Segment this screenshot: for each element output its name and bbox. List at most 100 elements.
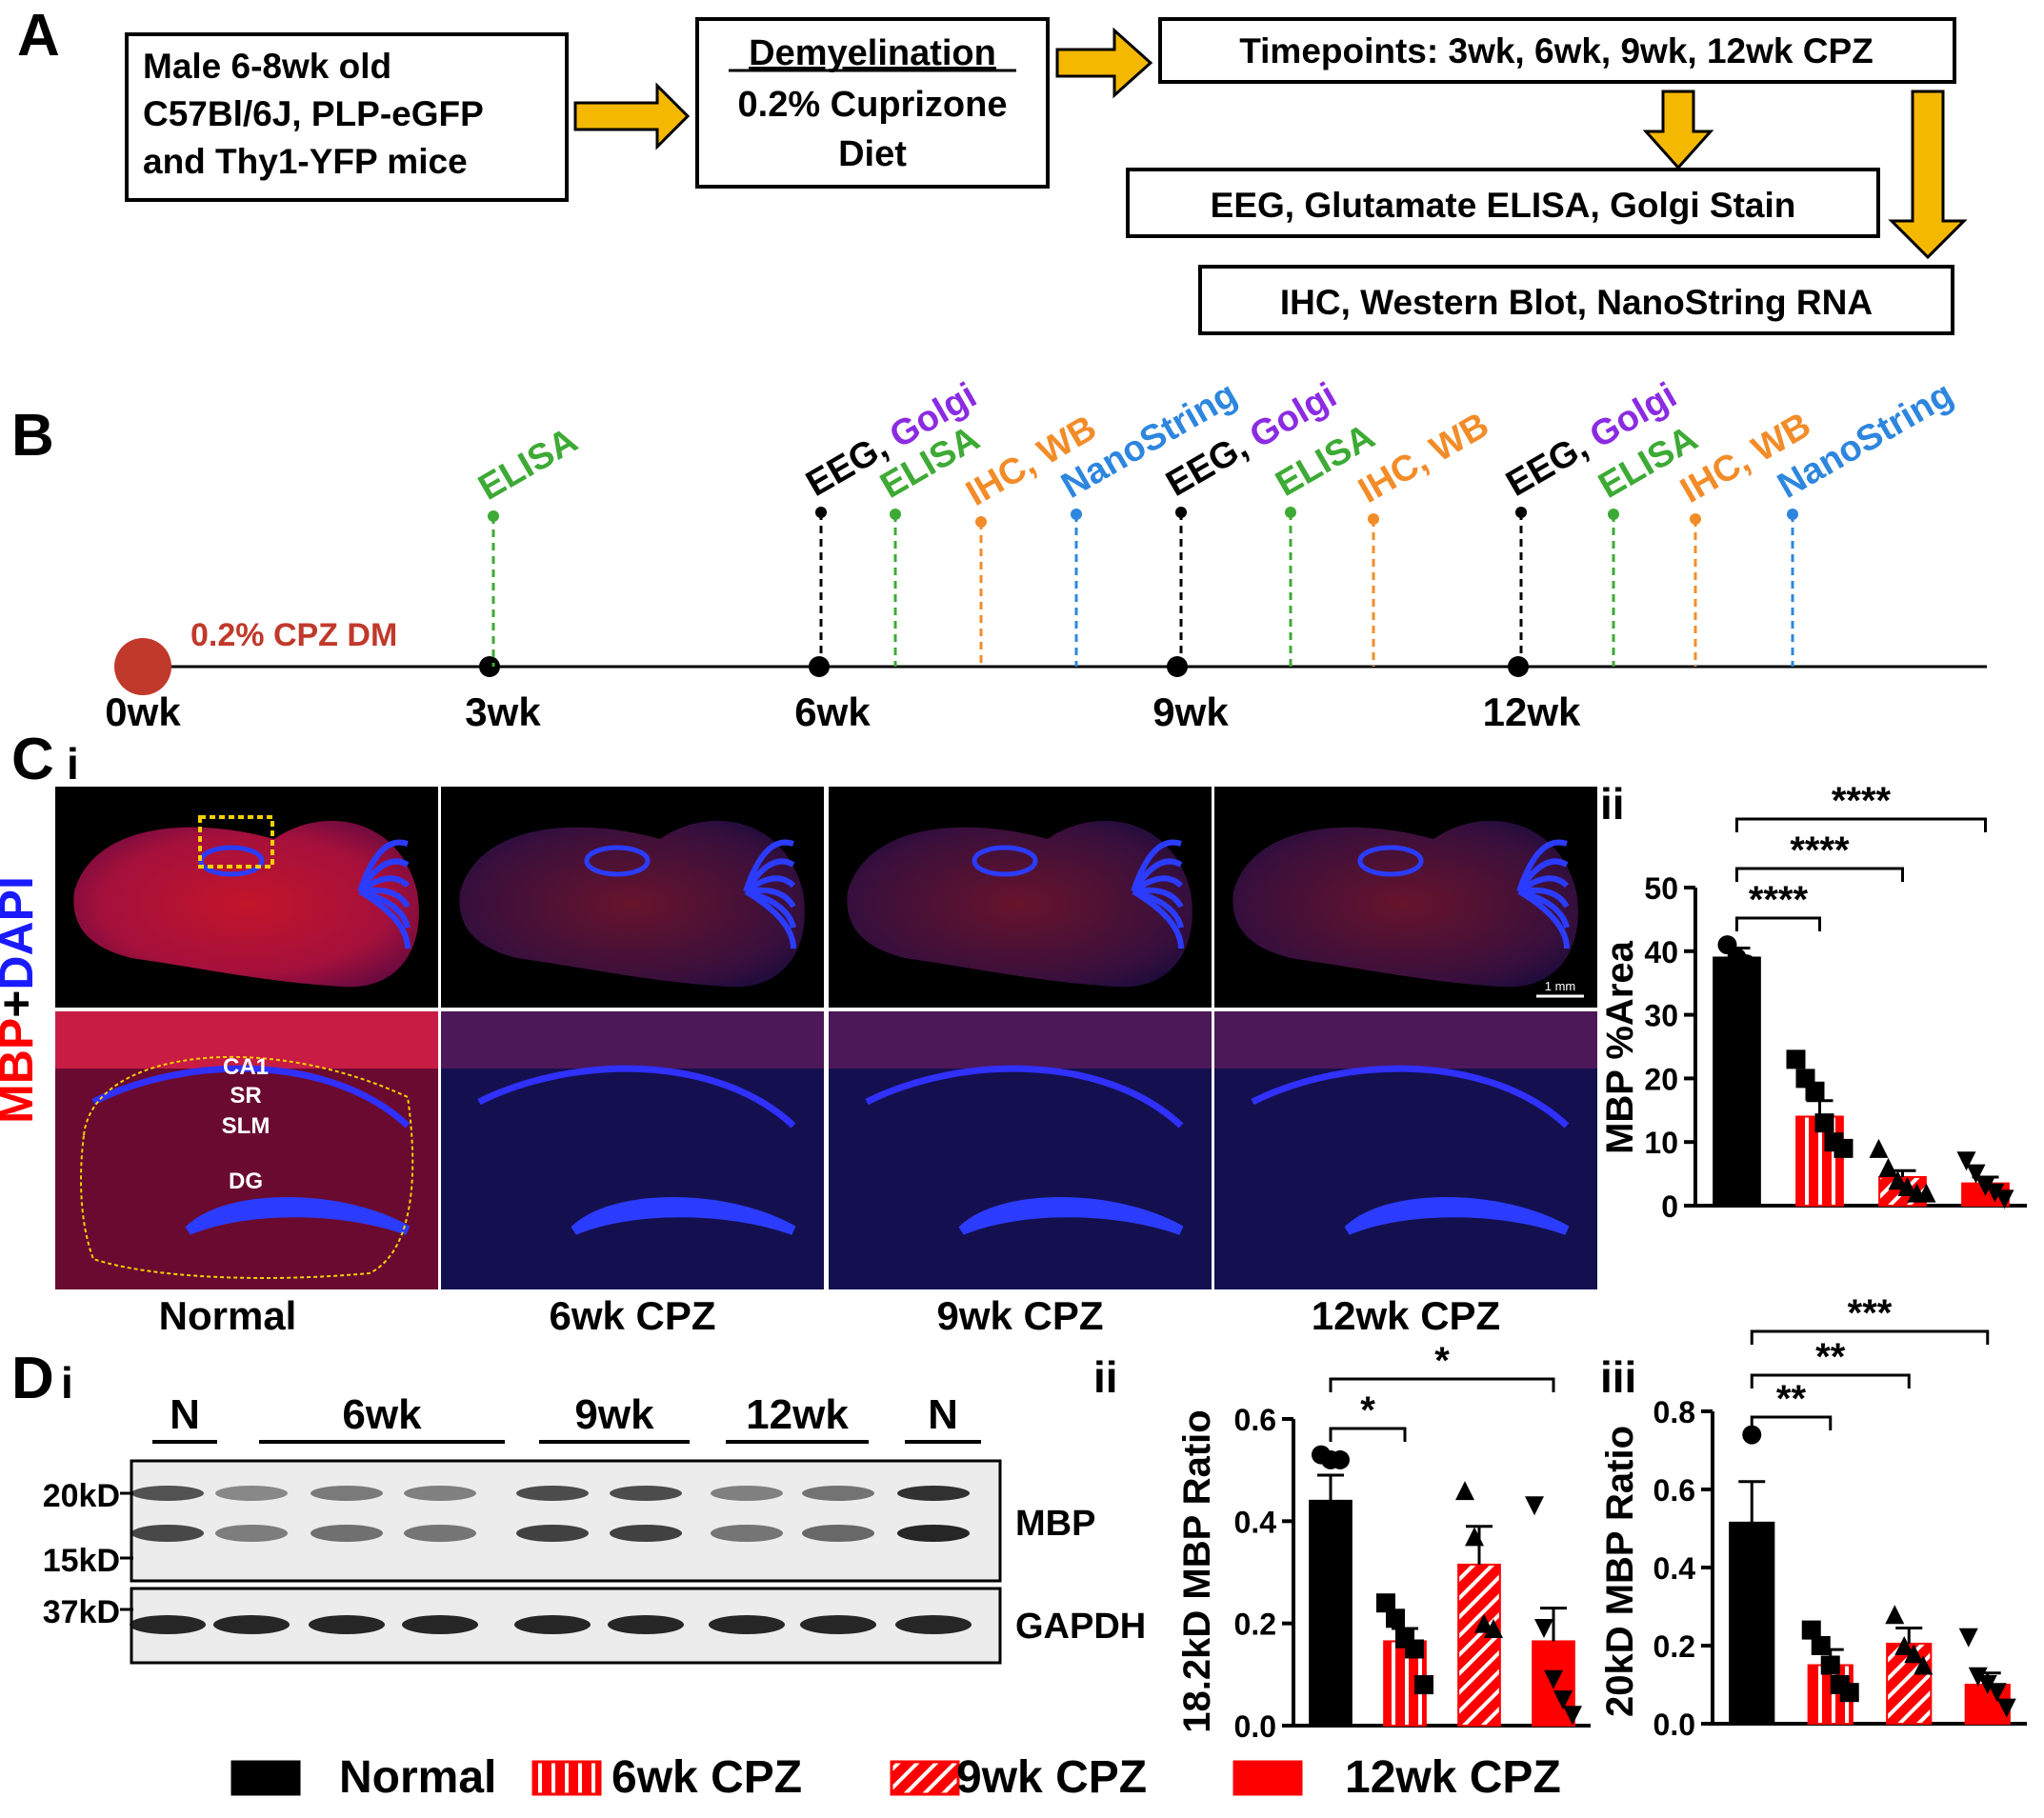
mbp-band-20kd	[897, 1486, 970, 1501]
legend: Normal 6wk CPZ 9wk CPZ 12wk CPZ	[230, 1752, 1561, 1803]
timeline-event-label: ELISA	[472, 420, 585, 508]
ca1-layer	[477, 1065, 796, 1129]
significance-bracket	[1735, 817, 1987, 832]
flow-box-timepoints-text: Timepoints: 3wk, 6wk, 9wk, 12wk CPZ	[1239, 31, 1874, 70]
y-tick-label: 0.2	[1653, 1629, 1695, 1664]
panel-label-d: D	[11, 1346, 54, 1411]
lane-group-label: 9wk	[574, 1391, 654, 1438]
legend-swatch	[531, 1760, 602, 1796]
y-tick-label: 0.4	[1234, 1505, 1277, 1539]
data-point	[1801, 1620, 1821, 1640]
timeline: 0.2% CPZ DM 0wk 3wk 6wk 9wk 12wk ELISA EEG, G…	[105, 374, 1987, 734]
dentate-gyrus-layer	[571, 1197, 796, 1235]
data-point	[1996, 1698, 2016, 1718]
mbp-band-18kd	[802, 1525, 874, 1542]
data-point	[1885, 1605, 1905, 1625]
data-point	[1376, 1593, 1395, 1613]
cortex-band	[55, 1011, 438, 1069]
data-point	[1544, 1669, 1563, 1689]
mbp-band-18kd	[610, 1525, 682, 1542]
lane-group-label: 6wk	[342, 1391, 422, 1438]
arrow-down-icon	[1888, 90, 1968, 260]
data-point	[1786, 1049, 1806, 1069]
panel-label-b: B	[11, 403, 54, 469]
data-point	[1405, 1639, 1424, 1659]
gapdh-band	[130, 1615, 206, 1634]
mbp-band-20kd	[215, 1486, 288, 1501]
data-point	[1975, 1176, 1995, 1196]
timeline-event-label-part: ELISA	[472, 420, 585, 508]
legend-swatch	[1232, 1760, 1303, 1796]
data-point	[1977, 1675, 1997, 1694]
dentate-gyrus-layer	[185, 1197, 411, 1235]
lane-group-label: 12wk	[746, 1391, 849, 1438]
significance-bracket	[1750, 1373, 1911, 1388]
flow-box-demyelination-title: Demyelination	[749, 33, 996, 73]
timeline-event-dot	[890, 509, 901, 520]
condition-column-label: 6wk CPZ	[549, 1293, 715, 1338]
cerebellum-folia	[744, 889, 796, 949]
data-point	[1525, 1496, 1544, 1516]
plus-label: +	[0, 990, 43, 1018]
svg-text:MBP+DAPI: MBP+DAPI	[0, 876, 43, 1124]
microscopy-grid: CA1 SR SLM DG Normal 6wk CPZ 9wk CPZ 1 mm 12wk C…	[55, 787, 1597, 1338]
region-label: SLM	[222, 1113, 271, 1139]
gapdh-band	[402, 1615, 478, 1634]
y-tick-label: 0.6	[1234, 1403, 1276, 1437]
legend-label: 12wk CPZ	[1345, 1752, 1561, 1803]
region-label: DG	[229, 1169, 263, 1194]
brain-tissue-shape	[847, 820, 1192, 988]
hippocampus-outline	[972, 845, 1038, 877]
gapdh-band	[608, 1615, 684, 1634]
mbp-band-20kd	[516, 1486, 589, 1501]
lane-group-label: N	[170, 1391, 200, 1438]
significance-label: ****	[1749, 879, 1809, 921]
brain-tissue-shape	[73, 820, 419, 988]
mbp-band-20kd	[711, 1486, 783, 1501]
flow-box-ihc: IHC, Western Blot, NanoString RNA	[1198, 265, 1954, 335]
legend-label: 6wk CPZ	[611, 1752, 802, 1803]
flow-box-eeg-text: EEG, Glutamate ELISA, Golgi Stain	[1211, 186, 1796, 225]
lane-group-label: N	[928, 1391, 958, 1438]
timeline-event-dot	[1071, 509, 1082, 520]
dentate-gyrus-layer	[1344, 1197, 1570, 1235]
data-point	[1914, 1655, 1934, 1675]
ca1-layer	[865, 1065, 1184, 1129]
data-point	[1465, 1527, 1484, 1547]
timeline-event-dot	[1515, 507, 1527, 518]
data-point	[1484, 1619, 1503, 1639]
scale-bar-label: 1 mm	[1545, 979, 1576, 993]
bar	[1309, 1499, 1353, 1728]
y-tick-label: 40	[1644, 935, 1678, 969]
hippocampus-outline	[1357, 845, 1424, 877]
cortex-band	[441, 1011, 824, 1069]
y-tick-label: 0.8	[1653, 1395, 1695, 1429]
hippocampus-trace	[80, 1056, 414, 1279]
data-point	[1904, 1644, 1924, 1664]
mbp-band-18kd	[897, 1525, 970, 1542]
flow-box-demyelination-line2: Diet	[838, 134, 907, 174]
data-point	[1839, 1683, 1859, 1703]
timeline-event-dot	[815, 507, 827, 518]
flow-box-mice-line1: Male 6-8wk old	[143, 47, 391, 86]
timeline-tick-label: 0wk	[105, 689, 181, 734]
significance-bracket	[1750, 1329, 1990, 1345]
flow-box-eeg: EEG, Glutamate ELISA, Golgi Stain	[1126, 168, 1880, 238]
timeline-event-dot	[1608, 509, 1619, 520]
data-point	[1474, 1613, 1493, 1633]
significance-bracket	[1735, 867, 1904, 882]
y-tick-label: 0.2	[1234, 1608, 1276, 1642]
timeline-event-label-part: IHC, WB	[1353, 405, 1496, 510]
panel-label-dii: ii	[1093, 1352, 1118, 1402]
chart-18kd-mbp-ratio: 0.0 0.2 0.4 0.6 18.2kD MBP Ratio * *	[1176, 1340, 1591, 1744]
data-point	[1553, 1690, 1573, 1710]
gapdh-band	[800, 1615, 876, 1634]
cortex-band	[829, 1011, 1212, 1069]
data-point	[1811, 1636, 1831, 1655]
y-tick-label: 30	[1644, 999, 1678, 1033]
mbp-band-18kd	[404, 1525, 476, 1542]
y-axis-label: 18.2kD MBP Ratio	[1176, 1409, 1218, 1732]
flow-box-mice-line3: and Thy1-YFP mice	[143, 142, 468, 181]
gapdh-band	[895, 1615, 972, 1634]
brain-tissue-shape	[459, 820, 805, 988]
